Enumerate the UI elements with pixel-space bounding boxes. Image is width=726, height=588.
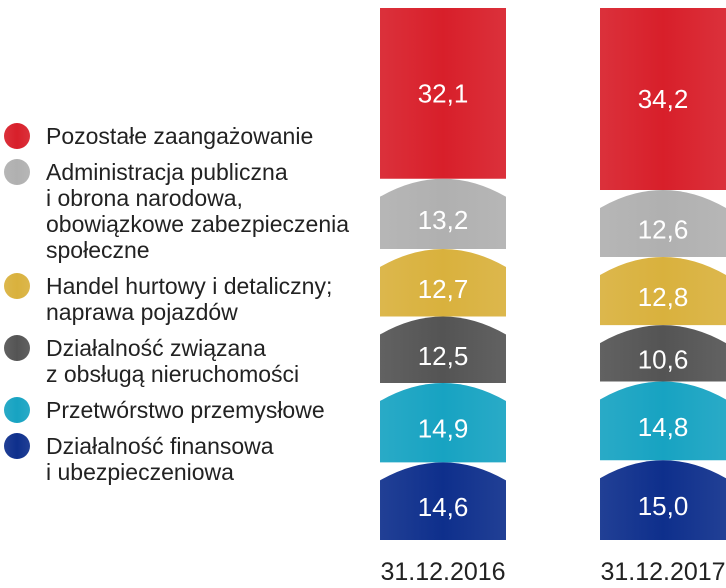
bar-segment-pozostale-zaangazowanie-0 [380, 8, 506, 179]
legend-label-administracja-publiczna-i-obrona-narodowa-obowiazkowe-zabezpieczenia-spoleczne-3: społeczne [46, 237, 150, 263]
data-label-dzialalnosc-zwiazana-z-obsluga-nieruchomosci-0: 12,5 [418, 341, 469, 371]
bar-segment-pozostale-zaangazowanie-1 [600, 8, 726, 190]
data-label-pozostale-zaangazowanie-1: 34,2 [638, 84, 689, 114]
bar-segment-administracja-publiczna-i-obrona-narodowa-obowiazkowe-zabezpieczenia-spoleczne-1 [600, 189, 726, 257]
legend-label-dzialalnosc-finansowa-i-ubezpieczeniowa-1: i ubezpieczeniowa [46, 459, 234, 485]
bar-segment-dzialalnosc-finansowa-i-ubezpieczeniowa-1 [600, 460, 726, 540]
bar-segment-przetworstwo-przemyslowe-1 [600, 381, 726, 461]
bar-segment-przetworstwo-przemyslowe-0 [380, 383, 506, 463]
data-label-administracja-publiczna-i-obrona-narodowa-obowiazkowe-zabezpieczenia-spoleczne-0: 13,2 [418, 205, 469, 235]
data-label-administracja-publiczna-i-obrona-narodowa-obowiazkowe-zabezpieczenia-spoleczne-1: 12,6 [638, 214, 689, 244]
category-label-0: 31.12.2016 [380, 558, 505, 586]
legend-label-handel-hurtowy-i-detaliczny-naprawa-pojazdow-0: Handel hurtowy i detaliczny; [46, 273, 332, 299]
bar-segment-administracja-publiczna-i-obrona-narodowa-obowiazkowe-zabezpieczenia-spoleczne-0 [380, 178, 506, 249]
data-label-dzialalnosc-finansowa-i-ubezpieczeniowa-1: 15,0 [638, 491, 689, 521]
legend: Pozostałe zaangażowanie Administracja pub… [4, 123, 349, 485]
legend-marker-pozostale-zaangazowanie [4, 123, 30, 149]
legend-label-dzialalnosc-zwiazana-z-obsluga-nieruchomosci-0: Działalność związana [46, 335, 266, 361]
bar-segment-dzialalnosc-zwiazana-z-obsluga-nieruchomosci-0 [380, 316, 506, 384]
legend-label-handel-hurtowy-i-detaliczny-naprawa-pojazdow-1: naprawa pojazdów [46, 299, 238, 325]
legend-item-pozostale-zaangazowanie: Pozostałe zaangażowanie [4, 123, 313, 149]
legend-label-administracja-publiczna-i-obrona-narodowa-obowiazkowe-zabezpieczenia-spoleczne-1: i obrona narodowa, [46, 185, 243, 211]
data-label-przetworstwo-przemyslowe-1: 14,8 [638, 412, 689, 442]
bar-segment-handel-hurtowy-i-detaliczny-naprawa-pojazdow-1 [600, 256, 726, 326]
legend-item-handel-hurtowy-i-detaliczny-naprawa-pojazdow: Handel hurtowy i detaliczny;naprawa poja… [4, 273, 332, 325]
category-label-1: 31.12.2017 [600, 558, 725, 586]
legend-label-dzialalnosc-zwiazana-z-obsluga-nieruchomosci-1: z obsługą nieruchomości [46, 361, 299, 387]
data-label-pozostale-zaangazowanie-0: 32,1 [418, 78, 469, 108]
legend-marker-administracja-publiczna-i-obrona-narodowa-obowiazkowe-zabezpieczenia-spoleczne [4, 159, 30, 185]
bar-segment-dzialalnosc-zwiazana-z-obsluga-nieruchomosci-1 [600, 325, 726, 382]
category-labels: 31.12.2016 31.12.2017 [380, 558, 725, 586]
bars-group: 32,1 13,2 12,7 12,5 14,9 14,6 34,2 12,6 12,8 10,6… [380, 8, 726, 540]
bar-segment-dzialalnosc-finansowa-i-ubezpieczeniowa-0 [380, 462, 506, 540]
legend-marker-dzialalnosc-zwiazana-z-obsluga-nieruchomosci [4, 335, 30, 361]
data-label-przetworstwo-przemyslowe-0: 14,9 [418, 414, 469, 444]
data-label-dzialalnosc-finansowa-i-ubezpieczeniowa-0: 14,6 [418, 492, 469, 522]
bar-segment-handel-hurtowy-i-detaliczny-naprawa-pojazdow-0 [380, 248, 506, 317]
legend-marker-dzialalnosc-finansowa-i-ubezpieczeniowa [4, 433, 30, 459]
legend-marker-handel-hurtowy-i-detaliczny-naprawa-pojazdow [4, 273, 30, 299]
legend-label-pozostale-zaangazowanie-0: Pozostałe zaangażowanie [46, 123, 313, 149]
legend-label-dzialalnosc-finansowa-i-ubezpieczeniowa-0: Działalność finansowa [46, 433, 274, 459]
legend-item-przetworstwo-przemyslowe: Przetwórstwo przemysłowe [4, 397, 325, 423]
legend-marker-przetworstwo-przemyslowe [4, 397, 30, 423]
data-label-dzialalnosc-zwiazana-z-obsluga-nieruchomosci-1: 10,6 [638, 344, 689, 374]
legend-label-administracja-publiczna-i-obrona-narodowa-obowiazkowe-zabezpieczenia-spoleczne-2: obowiązkowe zabezpieczenia [46, 211, 349, 237]
data-label-handel-hurtowy-i-detaliczny-naprawa-pojazdow-0: 12,7 [418, 274, 469, 304]
data-label-handel-hurtowy-i-detaliczny-naprawa-pojazdow-1: 12,8 [638, 282, 689, 312]
legend-label-administracja-publiczna-i-obrona-narodowa-obowiazkowe-zabezpieczenia-spoleczne-0: Administracja publiczna [46, 159, 288, 185]
legend-label-przetworstwo-przemyslowe-0: Przetwórstwo przemysłowe [46, 397, 325, 423]
